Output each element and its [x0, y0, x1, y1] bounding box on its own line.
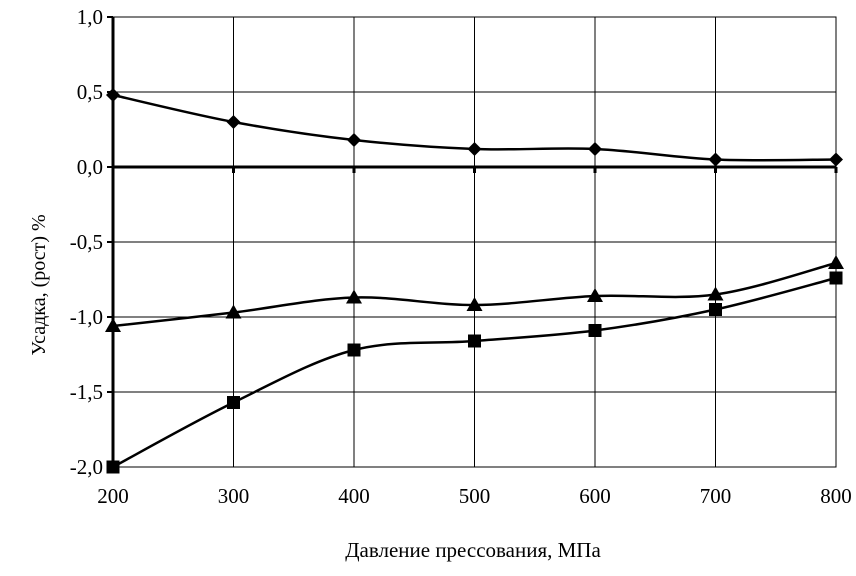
x-tick-label: 400	[338, 484, 370, 508]
square-marker	[227, 396, 240, 409]
x-tick-label: 300	[218, 484, 250, 508]
x-tick-label: 800	[820, 484, 852, 508]
series-square	[106, 271, 843, 474]
grid	[112, 16, 837, 468]
x-axis-title: Давление прессования, МПа	[345, 538, 601, 562]
x-tick-label: 700	[700, 484, 732, 508]
triangle-marker	[225, 304, 242, 319]
diamond-marker	[467, 142, 482, 156]
triangle-marker	[346, 289, 362, 304]
y-tick-label: -2,0	[70, 455, 103, 479]
y-axis-title: Усадка, (рост) %	[28, 214, 50, 355]
diamond-marker	[588, 142, 602, 156]
square-marker	[709, 303, 722, 316]
triangle-marker	[466, 297, 483, 311]
labels: Усадка, (рост) % Давление прессования, М…	[28, 5, 852, 562]
y-tick-label: -1,0	[70, 305, 103, 329]
x-tick-label: 600	[579, 484, 611, 508]
square-marker	[468, 334, 481, 348]
series-group	[105, 88, 844, 474]
series-triangle	[105, 255, 844, 332]
square-marker	[347, 343, 361, 357]
triangle-marker	[707, 286, 724, 301]
x-tick-label: 500	[459, 484, 491, 508]
y-tick-label: -1,5	[70, 380, 103, 404]
triangle-marker	[105, 318, 121, 332]
square-marker	[829, 271, 843, 285]
triangle-marker	[828, 255, 844, 269]
diamond-marker	[347, 133, 361, 147]
diamond-marker	[226, 115, 241, 129]
square-marker	[588, 324, 602, 337]
y-tick-label: 1,0	[77, 5, 103, 29]
y-tick-label: -0,5	[70, 230, 103, 254]
triangle-marker	[587, 288, 603, 302]
y-tick-label: 0,5	[77, 80, 103, 104]
diamond-marker	[708, 152, 723, 167]
x-tick-label: 200	[97, 484, 129, 508]
series-diamond	[106, 88, 843, 167]
square-marker	[106, 460, 120, 474]
diamond-marker	[829, 152, 843, 167]
diamond-marker	[106, 88, 120, 102]
y-tick-label: 0,0	[77, 155, 103, 179]
